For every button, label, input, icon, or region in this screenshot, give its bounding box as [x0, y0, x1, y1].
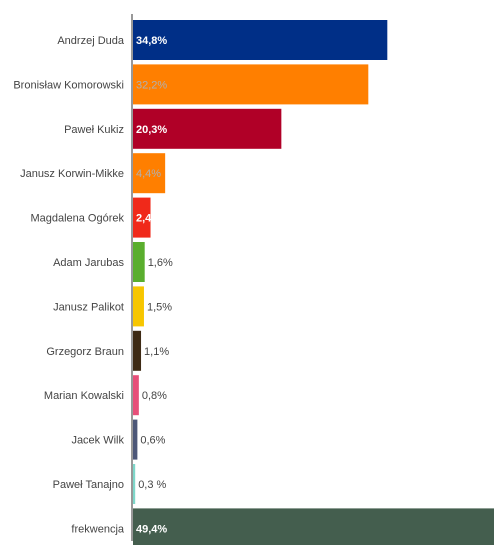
bar — [133, 108, 282, 149]
bar — [133, 153, 166, 194]
value-label: 1,6% — [148, 257, 173, 269]
category-label: Marian Kowalski — [44, 390, 124, 402]
category-label: Bronisław Komorowski — [13, 79, 124, 91]
bar — [133, 20, 388, 60]
value-label: 1,1% — [144, 346, 169, 358]
bars-group: Andrzej Duda 34,8% Bronisław Komorowski 32,… — [13, 20, 494, 545]
value-label: 34,8% — [136, 35, 167, 47]
category-label: Grzegorz Braun — [46, 346, 124, 358]
bar — [133, 197, 151, 238]
bar — [133, 64, 369, 105]
value-label: 32,2% — [136, 79, 167, 91]
category-label: Adam Jarubas — [53, 257, 124, 269]
bar — [133, 508, 494, 545]
category-label: Janusz Korwin-Mikke — [20, 168, 124, 180]
category-label: Janusz Palikot — [53, 301, 124, 313]
value-label: 2,4% — [136, 213, 161, 225]
value-label: 49,4% — [136, 523, 167, 535]
category-label: Jacek Wilk — [71, 435, 124, 447]
value-label: 0,6% — [140, 435, 165, 447]
value-label: 1,5% — [147, 301, 172, 313]
bar — [133, 375, 139, 416]
bar — [133, 419, 138, 460]
value-label: 0,3 % — [138, 479, 166, 491]
bar — [133, 330, 142, 371]
bar — [133, 464, 136, 504]
value-label: 20,3% — [136, 124, 167, 136]
category-label: Magdalena Ogórek — [30, 213, 124, 225]
category-label: Paweł Tanajno — [53, 479, 124, 491]
category-label: Andrzej Duda — [57, 35, 125, 47]
value-label: 4,4% — [136, 168, 161, 180]
bar — [133, 242, 145, 282]
bar — [133, 286, 144, 327]
category-label: Paweł Kukiz — [64, 124, 124, 136]
value-label: 0,8% — [142, 390, 167, 402]
category-label: frekwencja — [71, 523, 124, 535]
